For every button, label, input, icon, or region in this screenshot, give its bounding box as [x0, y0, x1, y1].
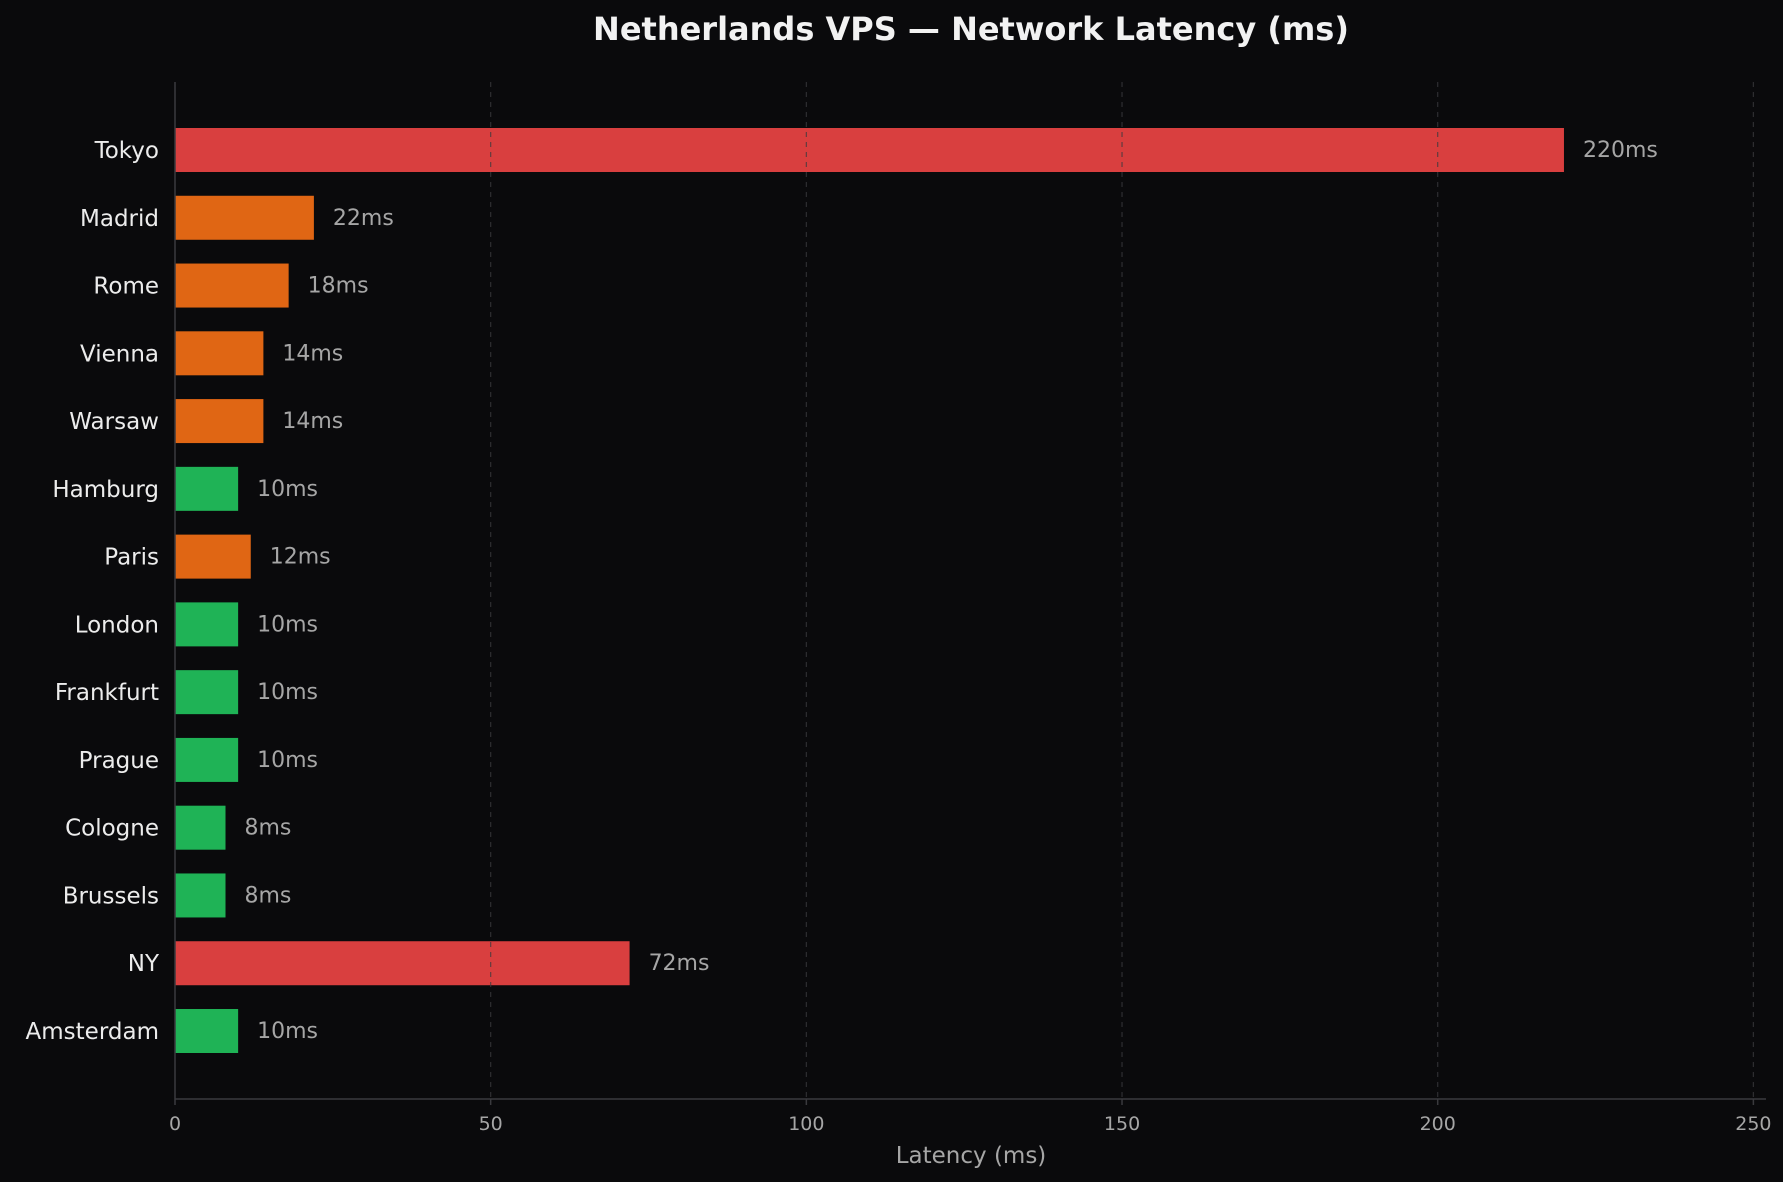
chart-title: Netherlands VPS — Network Latency (ms): [593, 10, 1349, 48]
value-label: 220ms: [1583, 138, 1658, 163]
bar-tokyo: [175, 128, 1564, 172]
bar-london: [175, 602, 239, 647]
axes: [174, 82, 1766, 1100]
bar-cologne: [175, 805, 226, 850]
x-tick-label: 150: [1104, 1113, 1140, 1135]
bar-brussels: [175, 873, 226, 918]
category-label: Brussels: [63, 883, 159, 909]
value-labels: 220ms 22ms 18ms 14ms 14ms 10ms 12ms 10ms 10ms 10m…: [245, 138, 1658, 1044]
bar-warsaw: [175, 399, 264, 444]
category-label: Vienna: [80, 341, 159, 367]
bar-hamburg: [175, 466, 239, 511]
category-label: Hamburg: [52, 477, 159, 503]
value-label: 72ms: [649, 951, 710, 976]
category-labels: Tokyo Madrid Rome Vienna Warsaw Hamburg Paris L…: [26, 138, 160, 1045]
category-label: NY: [128, 951, 160, 977]
x-tick-label: 100: [788, 1113, 824, 1135]
value-label: 22ms: [333, 206, 394, 231]
value-label: 10ms: [257, 748, 318, 773]
x-tick-label: 250: [1735, 1113, 1771, 1135]
category-label: Cologne: [65, 816, 159, 842]
category-label: Madrid: [80, 206, 159, 232]
bar-rome: [175, 263, 289, 308]
value-label: 14ms: [282, 341, 343, 366]
category-label: Warsaw: [69, 409, 159, 435]
bar-madrid: [175, 195, 314, 240]
value-label: 18ms: [308, 274, 369, 299]
x-tick-label: 0: [169, 1113, 181, 1135]
category-label: Tokyo: [94, 138, 159, 164]
bars: [175, 128, 1564, 1053]
bar-ny: [175, 941, 630, 986]
value-label: 10ms: [257, 612, 318, 637]
value-label: 10ms: [257, 1019, 318, 1044]
value-label: 12ms: [270, 545, 331, 570]
category-label: Frankfurt: [55, 680, 159, 706]
bar-frankfurt: [175, 670, 239, 715]
category-label: Amsterdam: [26, 1019, 159, 1045]
value-label: 10ms: [257, 680, 318, 705]
value-label: 8ms: [245, 883, 292, 908]
x-tick-label: 200: [1420, 1113, 1456, 1135]
x-tick-label: 50: [479, 1113, 503, 1135]
value-label: 14ms: [282, 409, 343, 434]
bar-prague: [175, 737, 239, 782]
bar-vienna: [175, 331, 264, 376]
category-label: Paris: [104, 545, 159, 571]
bar-paris: [175, 534, 251, 579]
category-label: London: [75, 612, 159, 638]
category-label: Rome: [93, 274, 159, 300]
value-label: 8ms: [245, 816, 292, 841]
x-axis-label: Latency (ms): [896, 1143, 1047, 1169]
category-label: Prague: [79, 748, 159, 774]
bar-amsterdam: [175, 1009, 239, 1053]
x-ticks: 0 50 100 150 200 250: [169, 1099, 1772, 1135]
value-label: 10ms: [257, 477, 318, 502]
